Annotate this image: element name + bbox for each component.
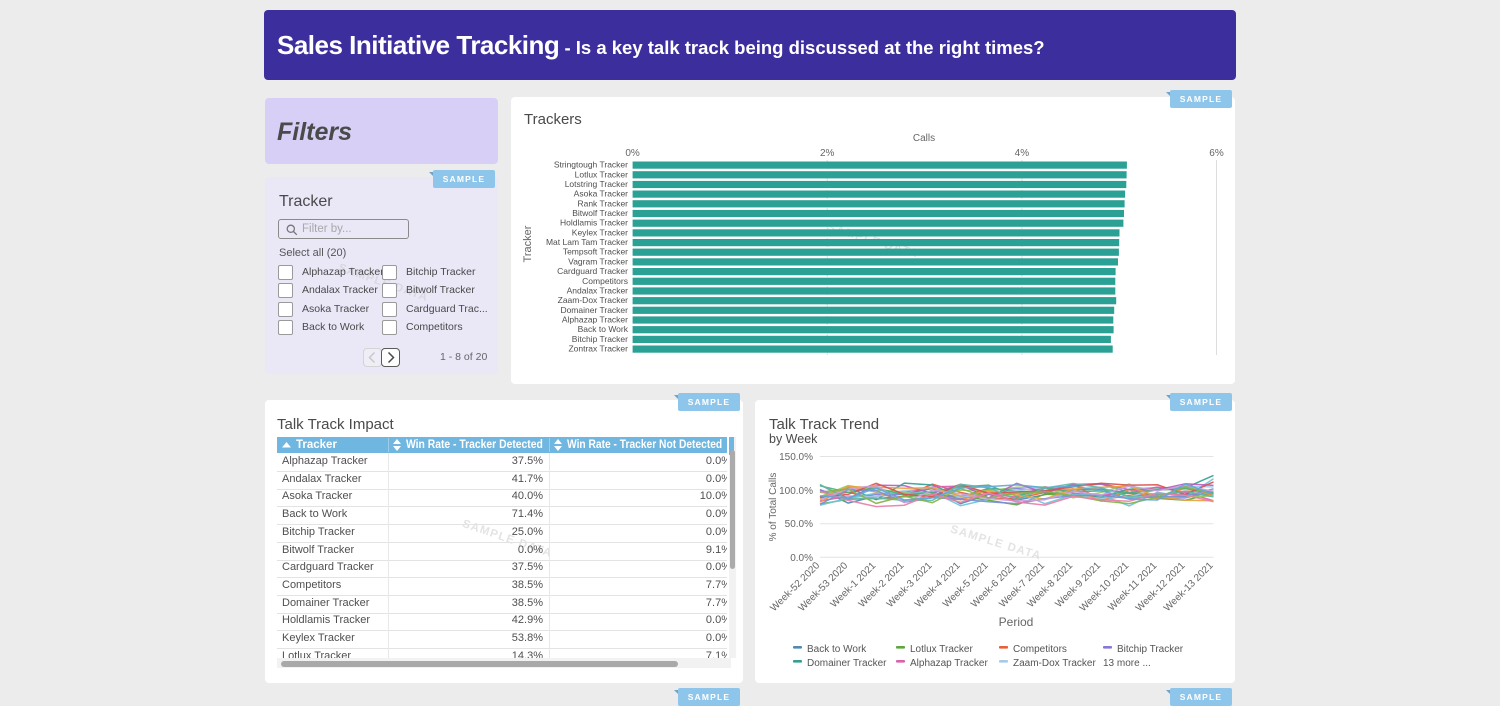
svg-text:4%: 4%	[1015, 148, 1030, 159]
svg-text:Rank Tracker: Rank Tracker	[577, 198, 628, 208]
svg-text:Bitwolf Tracker: Bitwolf Tracker	[572, 208, 628, 218]
svg-text:Week-52 2020: Week-52 2020	[768, 560, 822, 614]
svg-text:Cardguard Tracker: Cardguard Tracker	[557, 266, 628, 276]
svg-text:Tempsoft Tracker: Tempsoft Tracker	[563, 247, 628, 257]
svg-text:Calls: Calls	[913, 133, 935, 144]
svg-text:100.0%: 100.0%	[779, 486, 813, 497]
svg-text:0%: 0%	[625, 148, 640, 159]
svg-text:Zontrax Tracker: Zontrax Tracker	[568, 344, 628, 354]
svg-text:Period: Period	[999, 615, 1034, 629]
svg-text:Week-13 2021: Week-13 2021	[1162, 560, 1216, 614]
svg-text:Domainer Tracker: Domainer Tracker	[807, 658, 887, 669]
svg-text:Competitors: Competitors	[582, 276, 628, 286]
svg-text:Tracker: Tracker	[522, 225, 534, 262]
svg-text:Zaam-Dox Tracker: Zaam-Dox Tracker	[558, 295, 629, 305]
svg-text:% of Total Calls: % of Total Calls	[768, 473, 779, 542]
svg-text:Week-11 2021: Week-11 2021	[1106, 560, 1159, 613]
svg-text:Mat Lam Tam Tracker: Mat Lam Tam Tracker	[546, 237, 628, 247]
svg-text:Competitors: Competitors	[1013, 644, 1067, 655]
svg-text:50.0%: 50.0%	[785, 519, 813, 530]
svg-text:150.0%: 150.0%	[779, 452, 813, 463]
svg-text:Week-53 2020: Week-53 2020	[797, 560, 851, 614]
svg-text:Back to Work: Back to Work	[578, 324, 629, 334]
svg-text:Week-12 2021: Week-12 2021	[1134, 560, 1188, 614]
svg-text:2%: 2%	[820, 148, 835, 159]
svg-text:Alphazap Tracker: Alphazap Tracker	[562, 315, 628, 325]
svg-text:13 more ...: 13 more ...	[1103, 658, 1151, 669]
svg-text:Bitchip Tracker: Bitchip Tracker	[1117, 644, 1184, 655]
svg-text:Trackers: Trackers	[524, 111, 582, 128]
svg-text:Holdlamis Tracker: Holdlamis Tracker	[560, 218, 628, 228]
svg-text:Alphazap Tracker: Alphazap Tracker	[910, 658, 988, 669]
svg-text:Stringtough Tracker: Stringtough Tracker	[554, 160, 628, 170]
svg-text:Vagram Tracker: Vagram Tracker	[568, 256, 628, 266]
svg-text:Back to Work: Back to Work	[807, 644, 867, 655]
svg-text:Asoka Tracker: Asoka Tracker	[574, 189, 628, 199]
svg-text:Bitchip Tracker: Bitchip Tracker	[572, 334, 628, 344]
svg-text:0.0%: 0.0%	[790, 553, 813, 564]
svg-text:Keylex Tracker: Keylex Tracker	[572, 227, 628, 237]
svg-text:Zaam-Dox Tracker: Zaam-Dox Tracker	[1013, 658, 1096, 669]
svg-text:Andalax Tracker: Andalax Tracker	[567, 286, 629, 296]
svg-text:Domainer Tracker: Domainer Tracker	[560, 305, 628, 315]
svg-text:Lotlux Tracker: Lotlux Tracker	[910, 644, 973, 655]
svg-text:Lotlux Tracker: Lotlux Tracker	[575, 169, 629, 179]
svg-text:Week-10 2021: Week-10 2021	[1078, 560, 1132, 614]
svg-text:6%: 6%	[1209, 148, 1224, 159]
svg-text:Lotstring Tracker: Lotstring Tracker	[565, 179, 628, 189]
